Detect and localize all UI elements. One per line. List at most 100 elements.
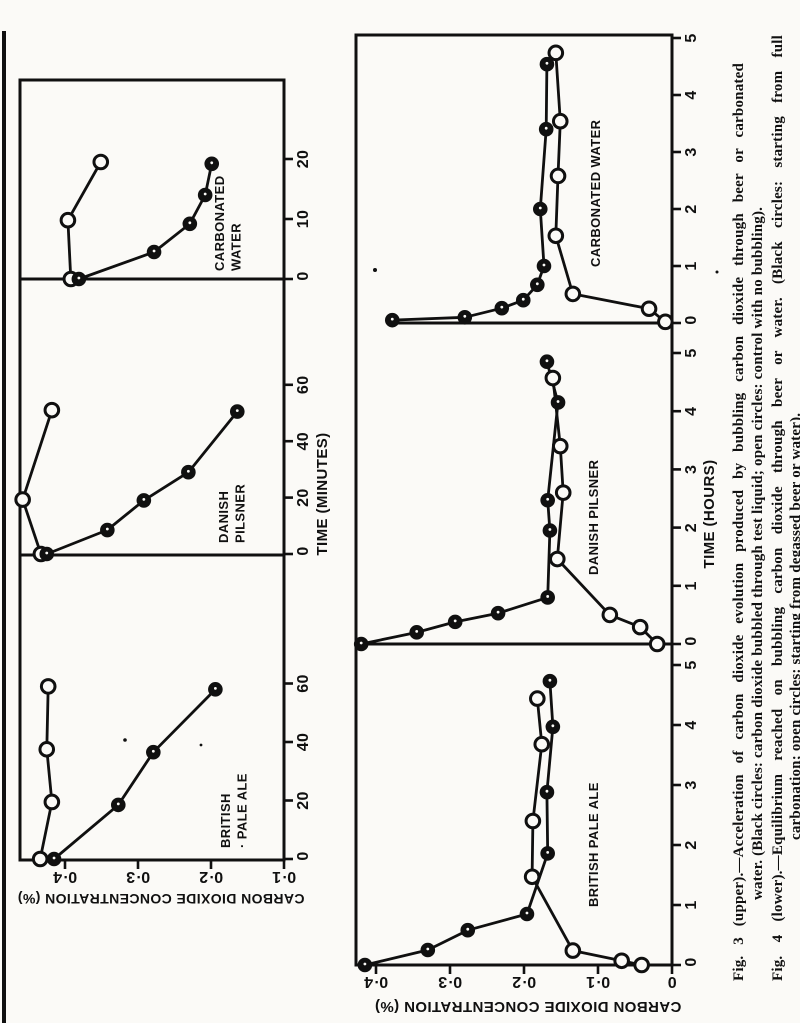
x-tick-label: 60 [295,674,312,693]
fig3-x-axis-title: TIME (MINUTES) [314,432,331,555]
print-speck [466,927,470,931]
stray-ink-dot [373,268,377,272]
fig3-frame [18,78,286,862]
print-speck [426,947,430,951]
y-tick-label: 0·4 [364,973,388,990]
x-tick-label: 3 [683,780,700,789]
x-tick-label: 20 [295,150,312,169]
print-speck [186,469,190,473]
print-speck [500,305,504,309]
fig4-x-axis-title: TIME (HOURS) [701,460,718,569]
stray-ink-dot [715,270,719,274]
data-point-open-circle [38,741,56,758]
y-tick-label: 0 [667,973,676,990]
fig4-y-axis-title: CARBON DIOXIDE CONCENTRATION (%) [375,998,682,1015]
x-tick-label: 20 [295,488,312,507]
data-point-open-circle [549,550,566,568]
fig4-frame [354,33,674,967]
print-speck [390,317,394,321]
data-point-open-circle [547,44,565,62]
x-tick-label: 20 [295,791,312,810]
series-line-open [551,377,659,645]
print-speck [152,249,156,253]
x-tick-label: 1 [683,581,700,590]
fig3-y-axis-title: CARBON DIOXIDE CONCENTRATION (%) [17,891,304,907]
data-point-open-circle [59,211,77,229]
print-speck [551,724,555,728]
x-tick-label: 0 [295,851,312,860]
print-speck [203,192,207,196]
print-speck [535,282,539,286]
data-point-open-circle [43,401,61,419]
x-tick-label: 4 [683,407,700,416]
x-tick-label: 5 [683,33,700,42]
y-tick-label: 0·3 [438,973,462,990]
print-speck [545,61,549,65]
data-point-open-circle [529,690,546,707]
print-speck [213,686,217,690]
data-point-open-circle [39,678,57,695]
x-tick-label: 10 [295,210,312,229]
series-line-black [46,410,239,556]
data-point-open-circle [524,812,542,830]
series-line-black [364,681,555,967]
data-point-open-circle [657,313,674,331]
y-tick-label: 0·1 [586,973,610,990]
print-speck [45,551,49,555]
data-point-open-circle [533,735,551,753]
data-point-open-circle [554,484,572,501]
data-point-open-circle [14,491,31,508]
x-tick-label: 60 [295,375,312,394]
x-tick-label: 1 [683,900,700,909]
data-point-open-circle [564,942,582,959]
print-speck [105,527,109,531]
stray-ink-dot [199,743,203,747]
series-line-open [554,52,667,323]
print-speck [546,595,550,598]
caption-fig4-line2: carbonation; open circles: starting from… [788,412,800,840]
x-tick-label: 2 [683,840,700,849]
y-tick-label: 0·4 [53,868,77,885]
series-line-black [53,688,217,861]
x-tick-label: 5 [683,660,700,669]
data-point-open-circle [31,850,49,868]
panel-label: BRITISH PALE ALE [586,782,601,907]
print-speck [542,263,546,267]
series-line-open [38,686,54,860]
print-speck [538,206,542,210]
panel-label: DANISH PILSNER [586,459,601,575]
print-speck [116,802,120,806]
x-tick-label: 40 [295,432,312,451]
data-point-open-circle [43,793,61,811]
data-point-open-circle [551,112,569,130]
caption-fig4-line1: Fig. 4 (lower).—Equilibrium reached on b… [770,35,786,981]
print-speck [52,856,56,860]
print-speck [545,789,549,793]
print-speck [521,297,525,301]
print-speck [151,749,155,753]
print-speck [363,962,367,966]
caption-fig3-line2: water. (Black circles: carbon dioxide bu… [750,206,766,900]
data-point-open-circle [648,635,666,653]
series-line-open [21,409,54,555]
x-tick-label: 3 [683,147,700,156]
data-point-open-circle [549,167,567,185]
panel-label: BRITISH [218,793,233,848]
x-tick-label: 0 [295,546,312,555]
print-speck [545,359,549,363]
print-speck [188,221,192,225]
x-tick-label: 5 [683,348,700,357]
panel-label: WATER [229,223,244,271]
data-point-open-circle [564,285,582,303]
x-tick-label: 4 [683,720,700,729]
panel-label: CARBONATED [212,176,227,271]
data-point-open-circle [547,227,565,245]
print-speck [235,409,239,412]
y-tick-label: 0·2 [199,868,223,885]
print-speck [546,497,550,501]
y-tick-label: 0·1 [272,868,296,885]
panel-label: PILSNER [233,484,248,543]
x-tick-label: 2 [683,204,700,213]
